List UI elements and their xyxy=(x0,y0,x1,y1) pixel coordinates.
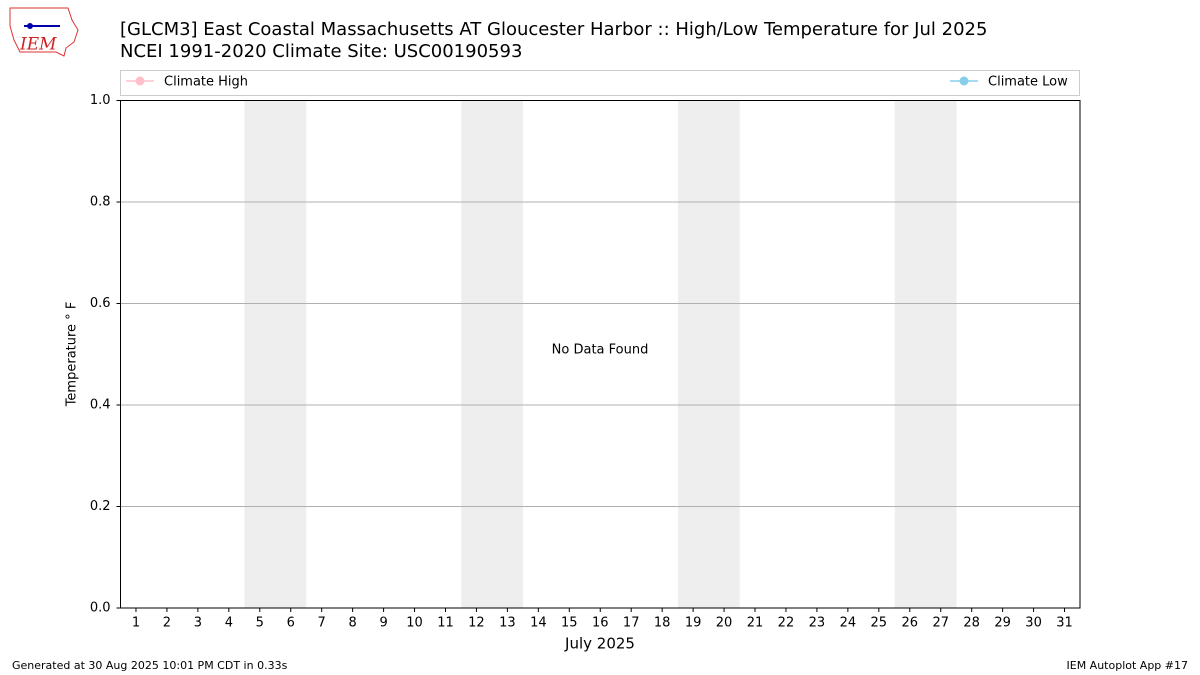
x-axis-label: July 2025 xyxy=(564,635,635,653)
x-tick-label: 29 xyxy=(994,616,1011,631)
logo-outline xyxy=(9,7,79,57)
x-tick-label: 11 xyxy=(437,616,454,631)
x-tick-label: 18 xyxy=(654,616,671,631)
x-tick-label: 3 xyxy=(194,616,202,631)
weekend-shade xyxy=(677,100,740,608)
x-tick-label: 5 xyxy=(256,616,264,631)
x-tick-label: 24 xyxy=(840,616,857,631)
x-tick-label: 22 xyxy=(778,616,795,631)
x-tick-label: 26 xyxy=(901,616,918,631)
logo-text: IEM xyxy=(19,35,57,55)
x-tick-label: 6 xyxy=(287,616,295,631)
x-tick-label: 31 xyxy=(1056,616,1073,631)
legend-marker xyxy=(959,76,969,86)
x-tick-label: 28 xyxy=(963,616,980,631)
legend-label: Climate High xyxy=(164,75,248,90)
y-tick-label: 0.6 xyxy=(90,296,111,311)
y-axis-label: Temperature ° F xyxy=(65,302,80,408)
logo-icon xyxy=(27,23,33,29)
x-tick-label: 7 xyxy=(318,616,326,631)
x-tick-label: 12 xyxy=(468,616,485,631)
x-tick-label: 21 xyxy=(747,616,764,631)
x-tick-label: 14 xyxy=(530,616,547,631)
x-tick-label: 27 xyxy=(932,616,949,631)
footer-left: Generated at 30 Aug 2025 10:01 PM CDT in… xyxy=(12,659,288,672)
legend-box xyxy=(120,70,1080,96)
x-tick-label: 19 xyxy=(685,616,702,631)
weekend-shade xyxy=(244,100,307,608)
footer-right: IEM Autoplot App #17 xyxy=(1067,659,1189,672)
y-tick-label: 0.2 xyxy=(90,499,111,514)
x-tick-label: 10 xyxy=(406,616,423,631)
weekend-shade xyxy=(461,100,524,608)
chart-subtitle: NCEI 1991-2020 Climate Site: USC00190593 xyxy=(120,41,522,62)
x-tick-label: 20 xyxy=(716,616,733,631)
x-tick-label: 25 xyxy=(871,616,888,631)
x-tick-label: 13 xyxy=(499,616,516,631)
chart-title: [GLCM3] East Coastal Massachusetts AT Gl… xyxy=(120,19,987,40)
x-tick-label: 15 xyxy=(561,616,578,631)
x-tick-label: 4 xyxy=(225,616,233,631)
y-tick-label: 0.8 xyxy=(90,195,111,210)
x-tick-label: 23 xyxy=(809,616,826,631)
y-tick-label: 0.4 xyxy=(90,398,111,413)
x-tick-label: 8 xyxy=(348,616,356,631)
x-tick-label: 2 xyxy=(163,616,171,631)
x-tick-label: 1 xyxy=(132,616,140,631)
x-tick-label: 30 xyxy=(1025,616,1042,631)
logo: IEM xyxy=(9,7,79,57)
legend-marker xyxy=(135,76,145,86)
x-tick-label: 16 xyxy=(592,616,609,631)
x-tick-label: 9 xyxy=(379,616,387,631)
legend-label: Climate Low xyxy=(988,75,1068,90)
annotation: No Data Found xyxy=(552,343,649,358)
y-tick-label: 1.0 xyxy=(90,93,111,108)
x-tick-label: 17 xyxy=(623,616,640,631)
weekend-shade xyxy=(894,100,957,608)
y-tick-label: 0.0 xyxy=(90,601,111,616)
